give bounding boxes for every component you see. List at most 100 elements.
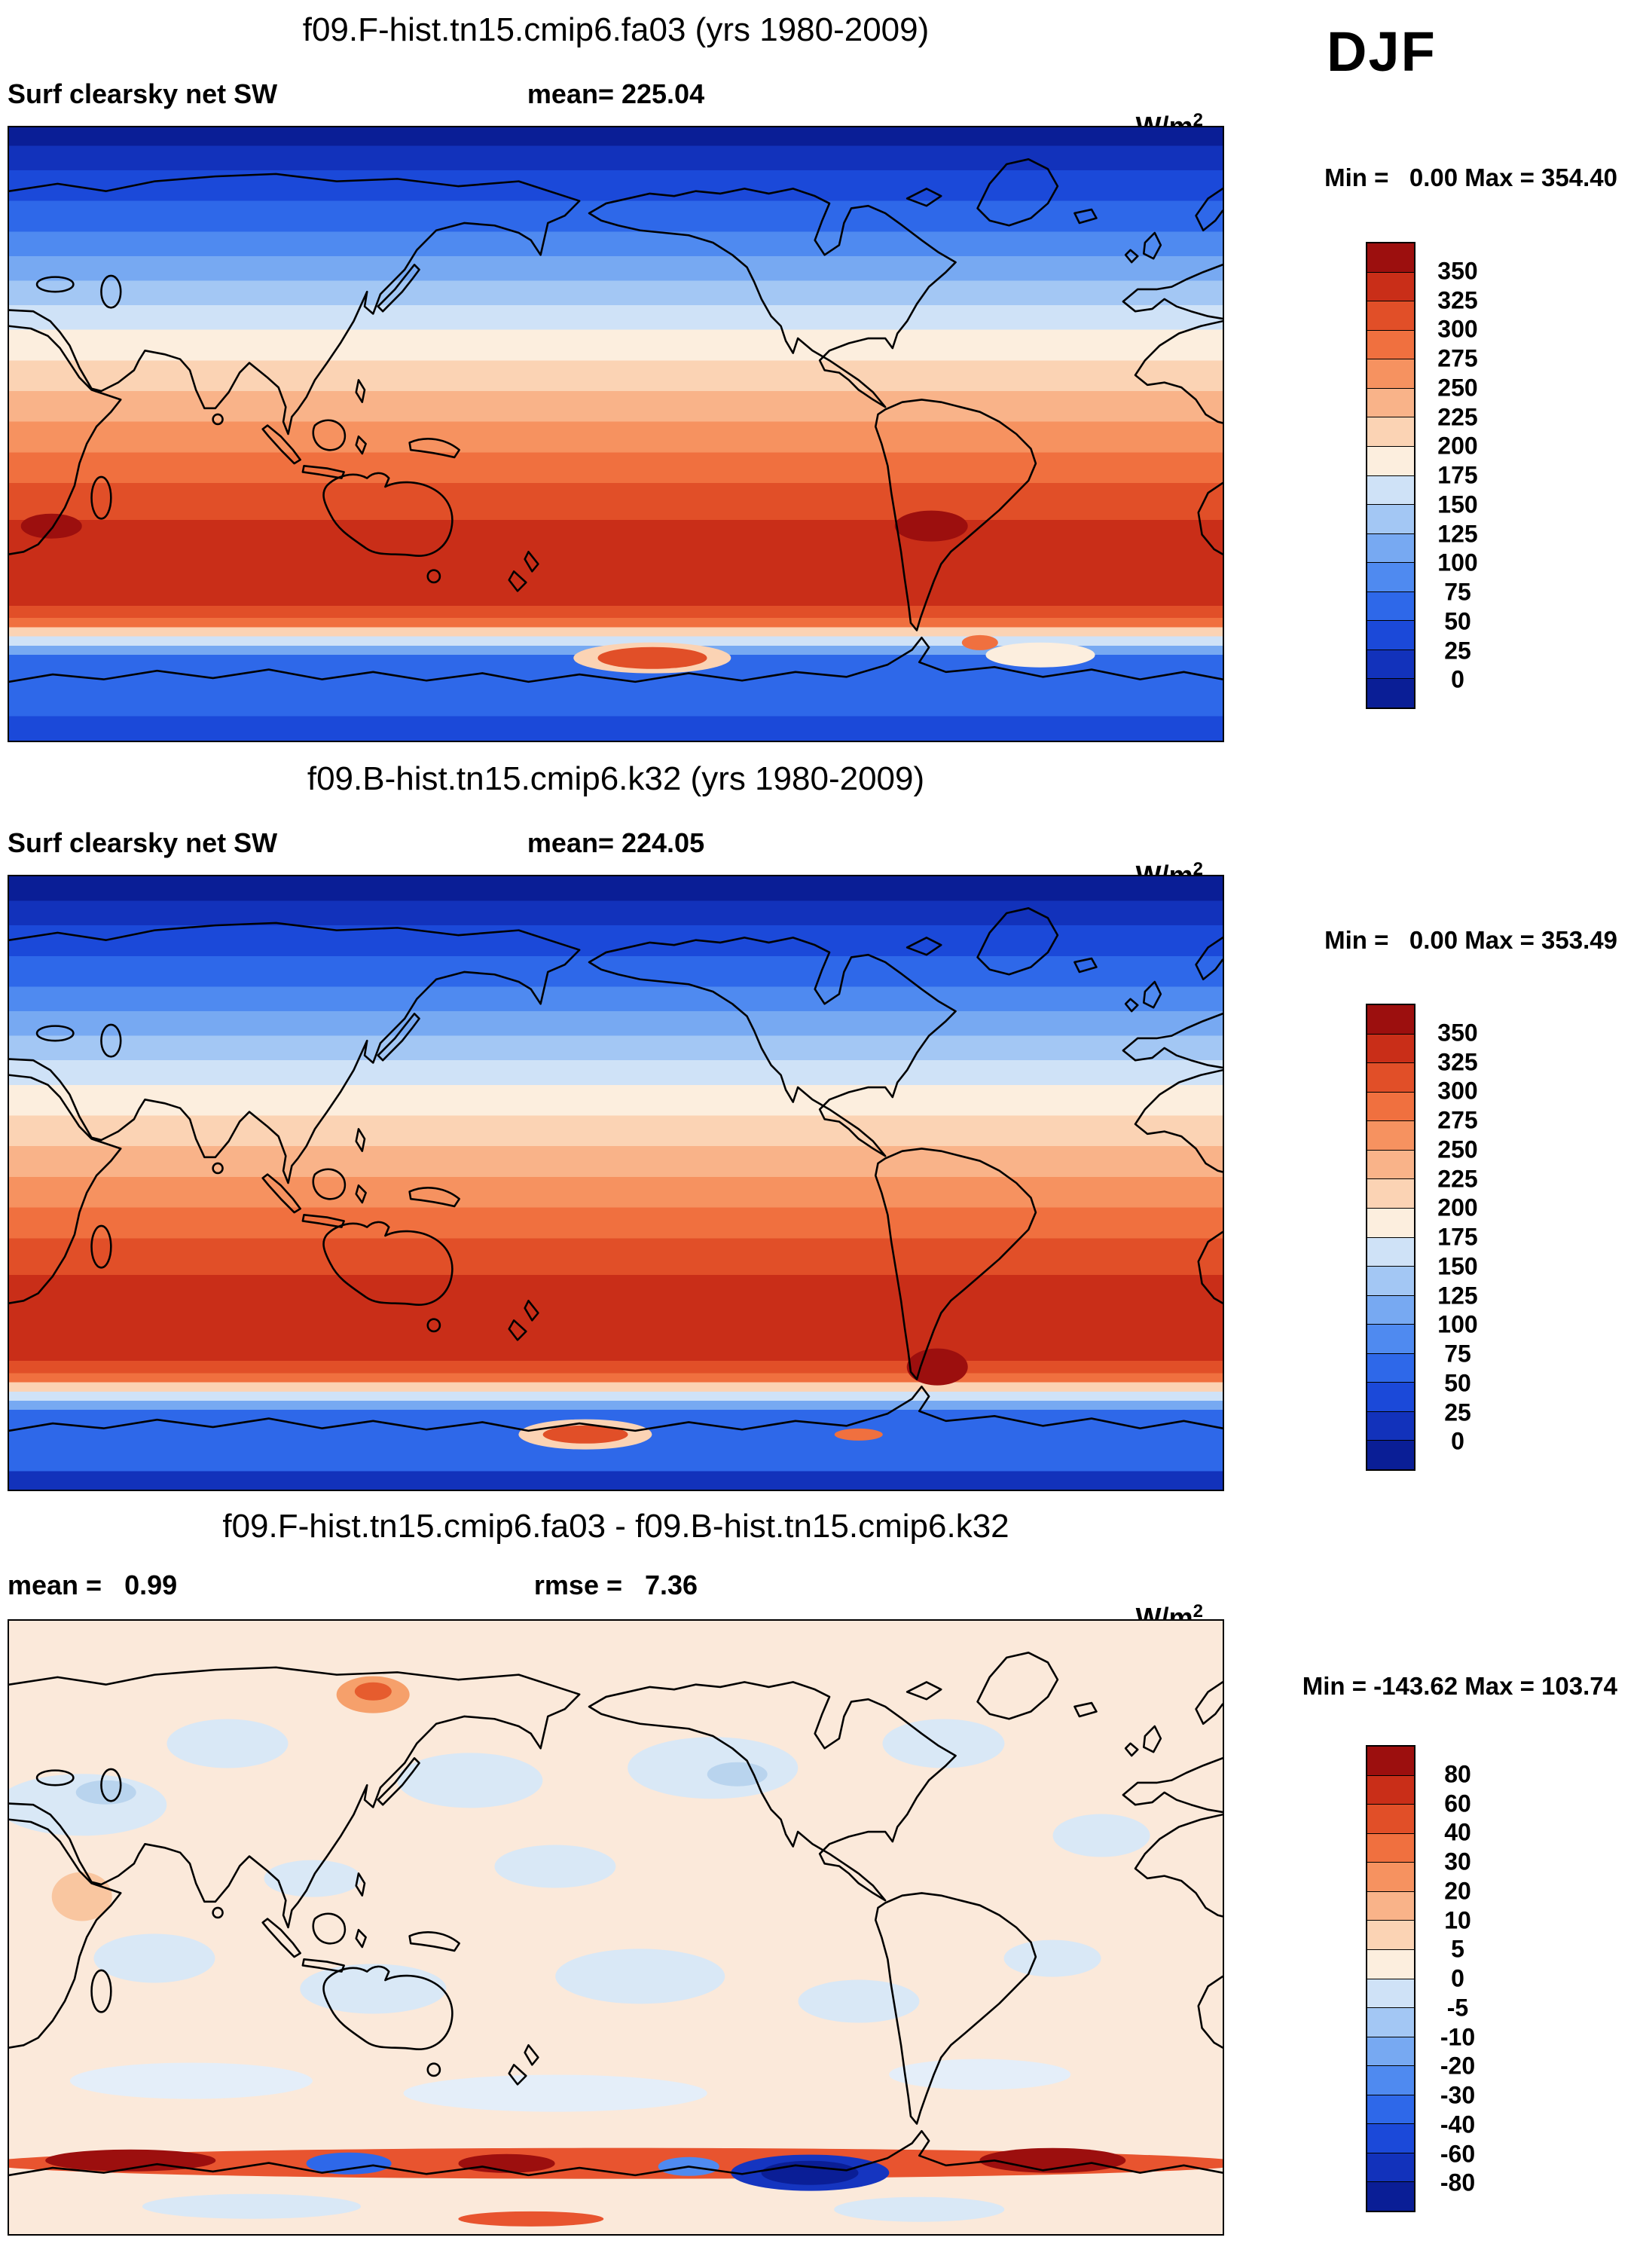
contour-patch — [494, 1845, 616, 1888]
contour-patch — [985, 642, 1095, 668]
panel2-units-exponent: 2 — [1193, 859, 1203, 879]
map-case1 — [8, 126, 1224, 742]
contour-patch — [882, 1719, 1005, 1768]
contour-patch — [403, 2074, 707, 2112]
colorbar-cell — [1367, 243, 1414, 272]
contour-patch — [166, 1719, 289, 1768]
panel3-units-exponent: 2 — [1193, 1601, 1203, 1622]
colorbar-cell — [1367, 1207, 1414, 1237]
map-difference — [8, 1619, 1224, 2236]
colorbar-tick-label: -20 — [1440, 2052, 1476, 2080]
contour-patch — [75, 1780, 137, 1805]
colorbar-cell — [1367, 271, 1414, 301]
colorbar-tick-label: 75 — [1444, 1340, 1471, 1368]
colorbar-cell — [1367, 1149, 1414, 1179]
colorbar-cell — [1367, 475, 1414, 505]
contour-patch — [798, 1979, 920, 2023]
colorbar-tick-label: 325 — [1437, 1048, 1478, 1075]
map-case1-anomaly-patches — [9, 127, 1223, 741]
colorbar-case1-labels: 350 325 300 275 250 225 200 175 150 125 100 75 50 25 0 — [1422, 242, 1494, 709]
colorbar-difference-labels: 80 60 40 30 20 10 5 0 -5 -10 -20 -30 -40 -60 -80 — [1422, 1745, 1494, 2212]
colorbar-cell — [1367, 2181, 1414, 2211]
colorbar-cell — [1367, 533, 1414, 563]
colorbar-cell — [1367, 504, 1414, 533]
contour-patch — [888, 2059, 1071, 2090]
colorbar-cell — [1367, 1440, 1414, 1469]
continent-outlines — [9, 1652, 1223, 2177]
colorbar-tick-label: 50 — [1444, 1369, 1471, 1397]
colorbar-case2-labels: 350 325 300 275 250 225 200 175 150 125 100 75 50 25 0 — [1422, 1004, 1494, 1471]
colorbar-tick-label: 100 — [1437, 1310, 1478, 1338]
colorbar-cell — [1367, 591, 1414, 621]
colorbar-cell — [1367, 2065, 1414, 2095]
continent-outlines — [9, 158, 1223, 683]
colorbar-tick-label: 200 — [1437, 432, 1478, 460]
panel3-minmax-label: Min = -143.62 Max = 103.74 — [1302, 1672, 1617, 1700]
colorbar-cell — [1367, 1178, 1414, 1208]
colorbar-cell — [1367, 2036, 1414, 2066]
panel2-variable-label: Surf clearsky net SW — [8, 827, 278, 858]
contour-patch — [1004, 1939, 1101, 1977]
colorbar-tick-label: 225 — [1437, 1165, 1478, 1192]
contour-patch — [300, 1964, 446, 2013]
colorbar-cell — [1367, 1033, 1414, 1063]
colorbar-cell — [1367, 1774, 1414, 1805]
colorbar-tick-label: 25 — [1444, 1398, 1471, 1426]
colorbar-tick-label: 300 — [1437, 1077, 1478, 1105]
continent-outlines — [9, 907, 1223, 1432]
colorbar-tick-label: 275 — [1437, 1106, 1478, 1134]
contour-patch — [306, 2153, 392, 2175]
contour-patch — [373, 2184, 738, 2216]
colorbar-case1-cells — [1366, 242, 1415, 709]
colorbar-tick-label: 350 — [1437, 1019, 1478, 1047]
colorbar-difference: 80 60 40 30 20 10 5 0 -5 -10 -20 -30 -40 -60 -80 — [1366, 1745, 1475, 2212]
colorbar-cell — [1367, 1091, 1414, 1121]
contour-patch — [397, 1753, 543, 1808]
colorbar-cell — [1367, 1920, 1414, 1949]
panel3-mean-label: mean = 0.99 — [8, 1570, 178, 1600]
colorbar-case2: 350 325 300 275 250 225 200 175 150 125 100 75 50 25 0 — [1366, 1004, 1478, 1471]
colorbar-tick-label: 40 — [1444, 1818, 1471, 1846]
contour-patch — [458, 2211, 604, 2227]
contour-patch — [834, 1428, 883, 1441]
colorbar-tick-label: 225 — [1437, 403, 1478, 430]
colorbar-cell — [1367, 2123, 1414, 2153]
colorbar-case1: 350 325 300 275 250 225 200 175 150 125 100 75 50 25 0 — [1366, 242, 1478, 709]
colorbar-cell — [1367, 1832, 1414, 1863]
contour-patch — [355, 1682, 392, 1701]
panel1-variable-label: Surf clearsky net SW — [8, 78, 278, 109]
colorbar-cell — [1367, 2007, 1414, 2037]
colorbar-tick-label: 20 — [1444, 1877, 1471, 1905]
colorbar-cell — [1367, 329, 1414, 359]
colorbar-tick-label: 30 — [1444, 1848, 1471, 1875]
panel2-mean-label: mean= 224.05 — [527, 827, 705, 858]
season-label: DJF — [1327, 20, 1437, 83]
colorbar-tick-label: -60 — [1440, 2140, 1476, 2167]
colorbar-cell — [1367, 1266, 1414, 1295]
contour-patch — [761, 2160, 859, 2185]
colorbar-tick-label: -40 — [1440, 2111, 1476, 2138]
colorbar-cell — [1367, 1747, 1414, 1775]
colorbar-cell — [1367, 1411, 1414, 1441]
colorbar-tick-label: 200 — [1437, 1194, 1478, 1221]
colorbar-cell — [1367, 1978, 1414, 2008]
colorbar-tick-label: 50 — [1444, 607, 1471, 635]
colorbar-tick-label: 100 — [1437, 549, 1478, 576]
map-case2-field — [9, 876, 1223, 1490]
colorbar-cell — [1367, 1236, 1414, 1267]
colorbar-tick-label: 60 — [1444, 1790, 1471, 1817]
colorbar-cell — [1367, 1804, 1414, 1833]
colorbar-cell — [1367, 417, 1414, 446]
map-case1-field — [9, 127, 1223, 741]
colorbar-tick-label: -80 — [1440, 2169, 1476, 2196]
colorbar-cell — [1367, 359, 1414, 388]
colorbar-tick-label: 5 — [1451, 1935, 1464, 1963]
colorbar-cell — [1367, 1891, 1414, 1921]
colorbar-tick-label: 175 — [1437, 1223, 1478, 1251]
colorbar-tick-label: 175 — [1437, 461, 1478, 489]
contour-patch — [961, 634, 998, 650]
colorbar-cell — [1367, 649, 1414, 679]
colorbar-tick-label: 125 — [1437, 1282, 1478, 1309]
colorbar-tick-label: 300 — [1437, 315, 1478, 343]
